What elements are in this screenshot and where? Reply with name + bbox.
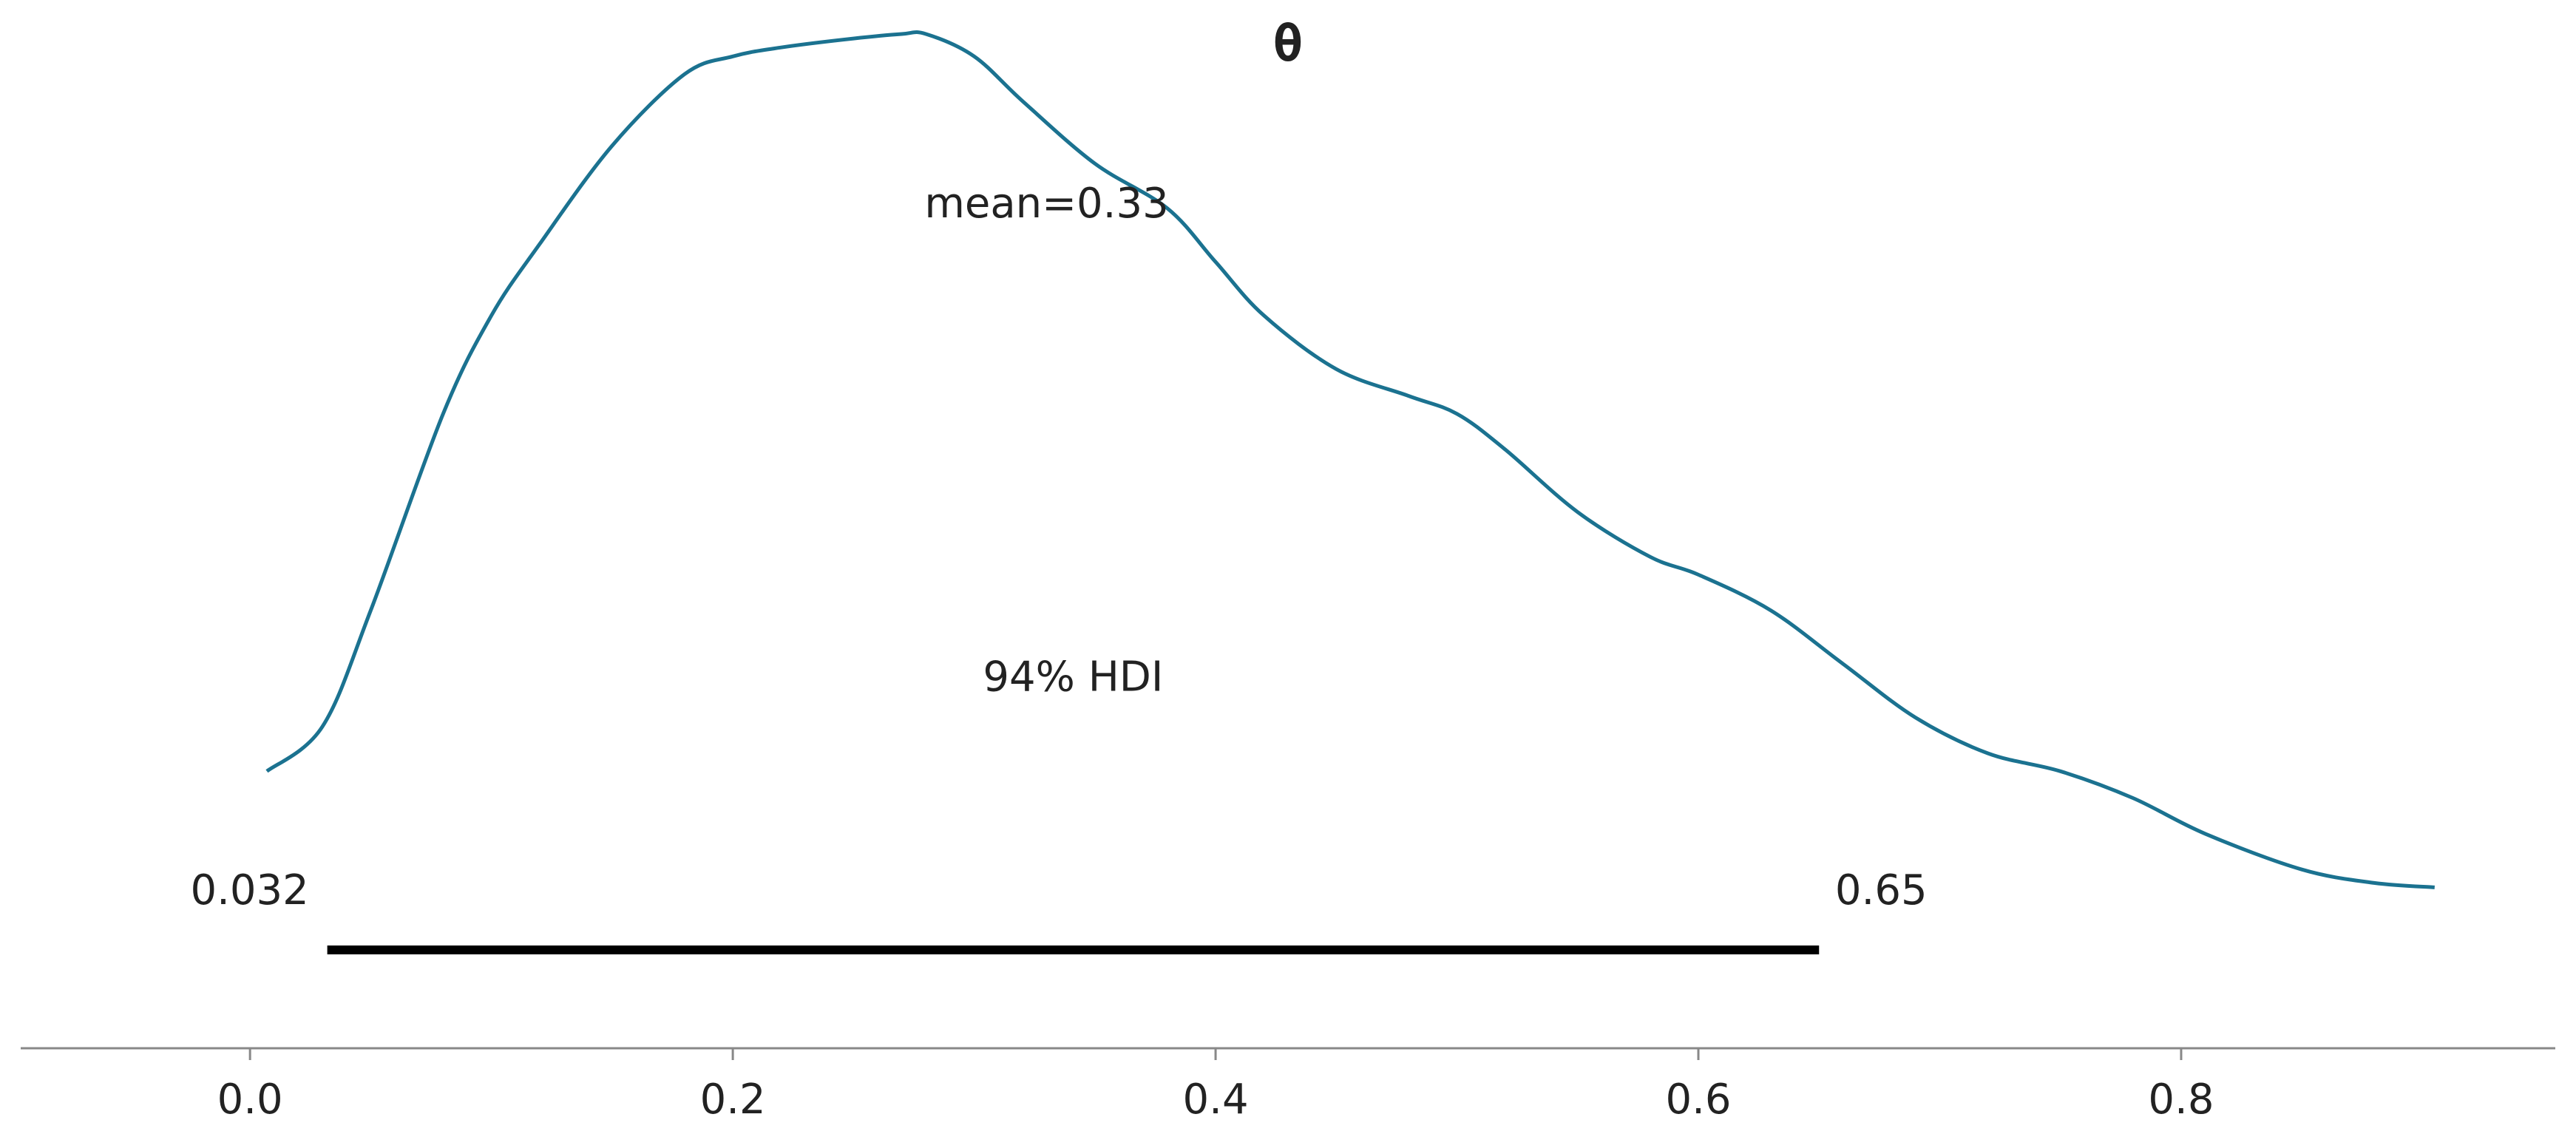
mean-label: mean=0.33 (924, 180, 1168, 228)
x-tick-label: 0.6 (1665, 1076, 1731, 1124)
chart-title: θ (1273, 15, 1304, 73)
x-axis-ticks: 0.0 0.2 0.4 0.6 0.8 (217, 1048, 2214, 1124)
density-curve (265, 30, 2435, 889)
hdi-label: 94% HDI (983, 653, 1163, 701)
x-tick-label: 0.4 (1183, 1076, 1249, 1124)
hdi-lower-label: 0.032 (190, 866, 308, 914)
x-tick-label: 0.0 (217, 1076, 283, 1124)
x-tick-label: 0.2 (700, 1076, 766, 1124)
hdi-upper-label: 0.65 (1835, 866, 1928, 914)
x-tick-label: 0.8 (2148, 1076, 2214, 1124)
